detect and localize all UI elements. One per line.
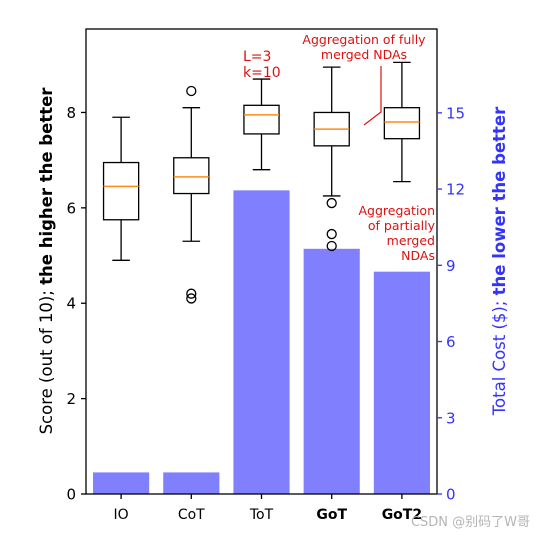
score-box-cot: [173, 85, 210, 304]
left-tick-label: 2: [66, 390, 76, 408]
score-box-tot: [243, 78, 280, 171]
annotation-tot-k: k=10: [243, 65, 281, 81]
x-axis-ticks: IO CoT ToT GoT GoT2: [114, 494, 422, 523]
cost-bar-tot: [233, 190, 290, 494]
annotation-fully-merged-arrow: [363, 66, 382, 126]
score-boxes-layer: [102, 61, 421, 304]
annotation-fully-merged-2: merged NDAs: [321, 47, 407, 62]
x-tick-label-io: IO: [114, 507, 129, 523]
left-tick-label: 6: [66, 199, 76, 217]
x-tick-label-got2: GoT2: [382, 507, 422, 523]
right-tick-label: 12: [446, 181, 465, 199]
right-axis-ticks: 0 3 6 9 12 15: [437, 104, 465, 504]
x-tick-label-got: GoT: [316, 507, 347, 523]
annotation-partial-1: Aggregation: [358, 203, 435, 218]
outlier-point: [186, 85, 197, 97]
iqr-box: [173, 157, 210, 195]
left-axis-label: Score (out of 10); the higher the better: [37, 87, 56, 435]
left-tick-label: 4: [66, 295, 76, 313]
cost-bar-io: [93, 472, 150, 494]
score-box-io: [102, 116, 140, 261]
left-tick-label: 8: [66, 104, 76, 122]
annotation-fully-merged-1: Aggregation of fully: [302, 32, 426, 47]
annotation-partial-3: merged: [387, 233, 435, 248]
outlier-point: [326, 197, 337, 209]
right-tick-label: 3: [446, 409, 456, 427]
outlier-point: [326, 228, 337, 240]
cost-bar-got2: [373, 271, 430, 494]
right-tick-label: 6: [446, 333, 456, 351]
x-tick-label-tot: ToT: [249, 507, 274, 523]
cost-bars-layer: [93, 190, 430, 494]
iqr-box: [383, 107, 421, 140]
x-tick-label-cot: CoT: [178, 507, 205, 523]
cost-bar-cot: [163, 472, 220, 494]
cost-bar-got: [303, 248, 360, 494]
iqr-box: [243, 104, 280, 135]
score-box-got: [313, 66, 350, 252]
outlier-point: [186, 288, 197, 299]
watermark: CSDN @别码了W哥: [411, 515, 530, 530]
right-tick-label: 0: [446, 486, 456, 504]
outlier-point: [186, 293, 197, 304]
annotation-tot-l: L=3: [243, 49, 271, 65]
left-tick-label: 0: [66, 486, 76, 504]
outlier-point: [326, 240, 337, 252]
right-tick-label: 9: [446, 257, 456, 275]
annotation-partial-2: of partially: [368, 218, 436, 233]
left-axis-ticks: 0 2 4 6 8: [66, 104, 86, 504]
right-tick-label: 15: [446, 104, 465, 122]
iqr-box: [102, 161, 140, 221]
annotation-partial-4: NDAs: [401, 248, 435, 263]
right-axis-label: Total Cost ($); the lower the better: [490, 106, 509, 416]
score-box-got2: [383, 61, 421, 183]
